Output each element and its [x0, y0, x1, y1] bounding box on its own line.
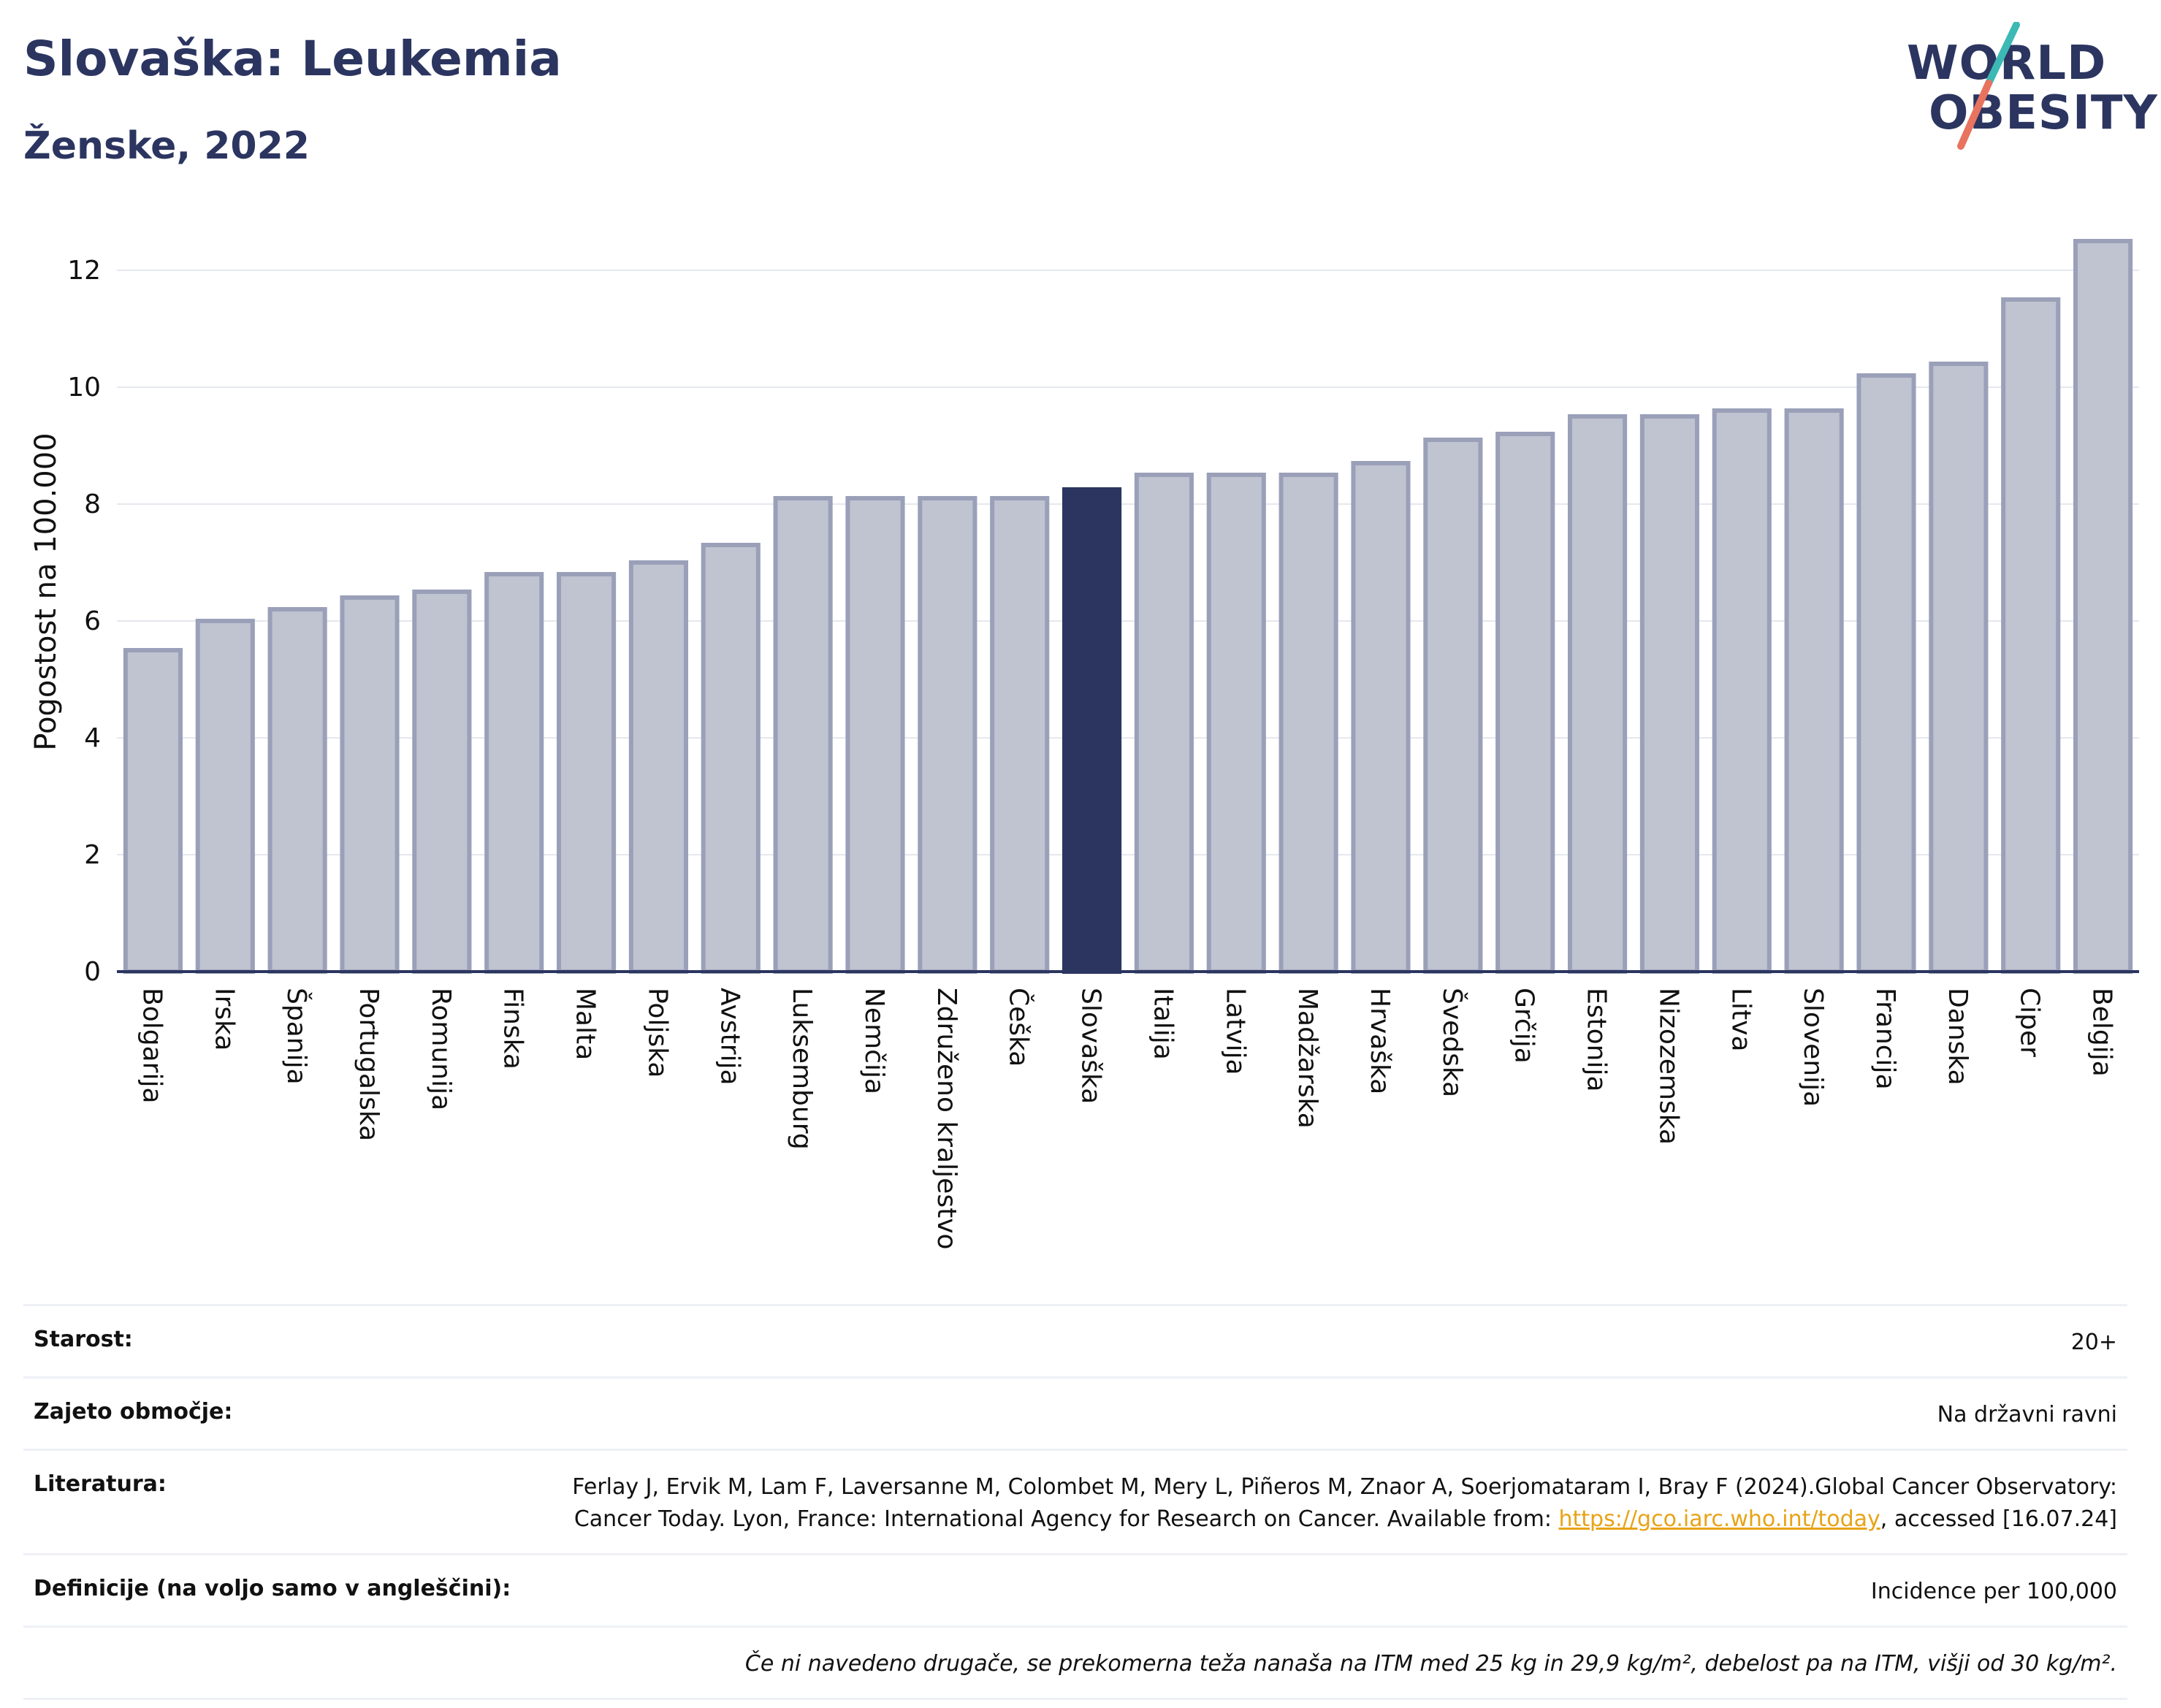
bar-12 — [990, 496, 1050, 974]
x-tick-label: Grčija — [1509, 988, 1539, 1064]
bar-24 — [1856, 373, 1916, 974]
chart-subtitle: Ženske, 2022 — [23, 124, 310, 168]
bar-19 — [1495, 432, 1555, 974]
x-tick-label: Latvija — [1220, 988, 1250, 1075]
y-tick-label: 0 — [84, 957, 101, 987]
meta-row-coverage: Zajeto območje: Na državni ravni — [23, 1376, 2127, 1449]
meta-row-age: Starost: 20+ — [23, 1304, 2127, 1376]
x-tick-label: Slovenija — [1798, 988, 1828, 1107]
bar-16 — [1278, 473, 1338, 974]
y-tick-label: 2 — [84, 840, 101, 870]
bar-5 — [484, 572, 544, 974]
bar-7 — [628, 560, 688, 974]
bar-0 — [123, 648, 183, 974]
definitions-value: Incidence per 100,000 — [1870, 1579, 2117, 1604]
age-value: 20+ — [2070, 1330, 2117, 1355]
coverage-label: Zajeto območje: — [34, 1399, 233, 1425]
y-tick-label: 4 — [84, 723, 101, 753]
metadata-table: Starost: 20+ Zajeto območje: Na državni … — [23, 1304, 2127, 1700]
x-tick-label: Madžarska — [1292, 988, 1322, 1129]
x-tick-label: Hrvaška — [1365, 988, 1395, 1094]
x-tick-label: Nemčija — [859, 988, 889, 1094]
x-tick-label: Finska — [498, 988, 528, 1070]
bar-chart: 0 2 4 6 8 10 12 Bolgarija Irska Španija Portugals… — [29, 239, 2139, 1250]
logo-slash-icon — [1957, 22, 2020, 150]
x-tick-label: Malta — [571, 988, 601, 1060]
meta-row-definitions: Definicije (na voljo samo v angleščini):… — [23, 1553, 2127, 1625]
literature-link[interactable]: https://gco.iarc.who.int/today — [1558, 1506, 1880, 1532]
y-axis-ticks: 0 2 4 6 8 10 12 — [67, 256, 101, 987]
bar-4 — [412, 590, 472, 974]
bars — [123, 239, 2133, 974]
bar-1 — [195, 619, 255, 974]
x-tick-label: Nizozemska — [1653, 988, 1683, 1145]
bar-22 — [1712, 408, 1772, 974]
x-tick-label: Danska — [1943, 988, 1973, 1086]
x-tick-label: Španija — [281, 988, 312, 1085]
bar-15 — [1206, 473, 1266, 974]
x-tick-label: Ciper — [2015, 988, 2045, 1057]
age-label: Starost: — [34, 1327, 133, 1352]
definitions-label: Definicije (na voljo samo v angleščini): — [34, 1576, 511, 1601]
bar-3 — [340, 595, 400, 974]
x-tick-label: Irska — [209, 988, 239, 1051]
x-tick-label: Švedska — [1437, 988, 1468, 1097]
bar-27 — [2073, 239, 2133, 974]
x-axis-labels: Bolgarija Irska Španija Portugalska Romunija… — [137, 988, 2116, 1250]
y-axis-title: Pogostost na 100.000 — [29, 432, 63, 750]
bar-2 — [267, 607, 327, 974]
x-tick-label: Bolgarija — [137, 988, 167, 1104]
x-tick-label: Češka — [1004, 988, 1034, 1067]
y-tick-label: 8 — [84, 489, 101, 519]
world-obesity-logo: WORLD OBESITY — [1907, 22, 2157, 153]
literature-accessed: , accessed [16.07.24] — [1880, 1506, 2117, 1532]
bar-17 — [1351, 461, 1411, 974]
bar-25 — [1929, 362, 1989, 974]
y-tick-label: 12 — [67, 256, 101, 286]
bar-11 — [918, 496, 977, 974]
x-tick-label: Francija — [1870, 988, 1900, 1090]
x-tick-label: Avstrija — [714, 988, 744, 1086]
bar-13 — [1062, 487, 1122, 974]
x-tick-label: Estonija — [1582, 988, 1612, 1092]
x-tick-label: Portugalska — [354, 988, 384, 1141]
bar-18 — [1423, 438, 1483, 974]
bar-10 — [845, 496, 905, 974]
bar-6 — [557, 572, 617, 974]
literature-label: Literatura: — [34, 1471, 167, 1497]
coverage-value: Na državni ravni — [1937, 1402, 2117, 1427]
bar-21 — [1639, 414, 1699, 974]
bar-9 — [773, 496, 833, 974]
y-tick-label: 10 — [67, 373, 101, 403]
obesity-definition-note: Če ni navedeno drugače, se prekomerna te… — [744, 1651, 2117, 1677]
meta-row-literature: Literatura: Ferlay J, Ervik M, Lam F, La… — [23, 1449, 2127, 1553]
x-tick-label: Litva — [1726, 988, 1756, 1052]
bar-8 — [701, 543, 761, 974]
y-tick-label: 6 — [84, 606, 101, 636]
x-tick-label: Italija — [1148, 988, 1178, 1060]
bar-26 — [2001, 297, 2061, 974]
x-tick-label: Romunija — [426, 988, 456, 1110]
literature-text: Ferlay J, Ervik M, Lam F, Laversanne M, … — [572, 1474, 2117, 1532]
x-tick-label: Združeno kraljestvo — [931, 988, 961, 1250]
bar-14 — [1134, 473, 1194, 974]
x-tick-label: Poljska — [642, 988, 672, 1078]
x-tick-label: Slovaška — [1076, 988, 1106, 1104]
bar-20 — [1568, 414, 1628, 974]
meta-row-note: Če ni navedeno drugače, se prekomerna te… — [23, 1625, 2127, 1700]
bar-23 — [1784, 408, 1844, 974]
literature-value: Ferlay J, Ervik M, Lam F, Laversanne M, … — [510, 1471, 2117, 1536]
x-tick-label: Belgija — [2087, 988, 2117, 1077]
x-tick-label: Luksemburg — [787, 988, 817, 1150]
chart-title: Slovaška: Leukemia — [23, 31, 562, 87]
